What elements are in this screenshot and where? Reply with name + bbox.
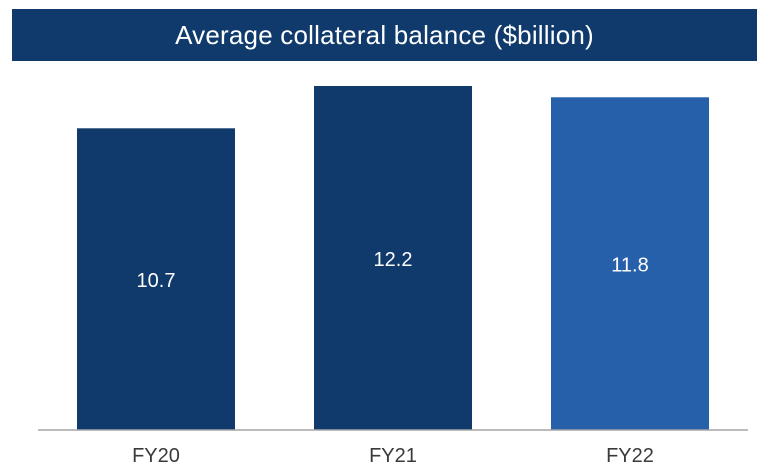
chart-title-bar: Average collateral balance ($billion)	[12, 9, 757, 61]
category-label-fy21: FY21	[369, 445, 417, 467]
bar-fy22	[551, 97, 709, 430]
value-label-fy20: 10.7	[137, 270, 176, 292]
category-label-fy22: FY22	[606, 445, 654, 467]
bar-fy21	[314, 86, 472, 430]
bars-group	[77, 86, 709, 430]
chart-title: Average collateral balance ($billion)	[175, 19, 594, 50]
bar-fy20	[77, 128, 235, 430]
value-label-fy22: 11.8	[611, 255, 648, 277]
labels-group: 10.7 FY20 12.2 FY21 11.8 FY22	[132, 249, 654, 467]
category-label-fy20: FY20	[132, 445, 180, 467]
value-label-fy21: 12.2	[374, 249, 413, 271]
